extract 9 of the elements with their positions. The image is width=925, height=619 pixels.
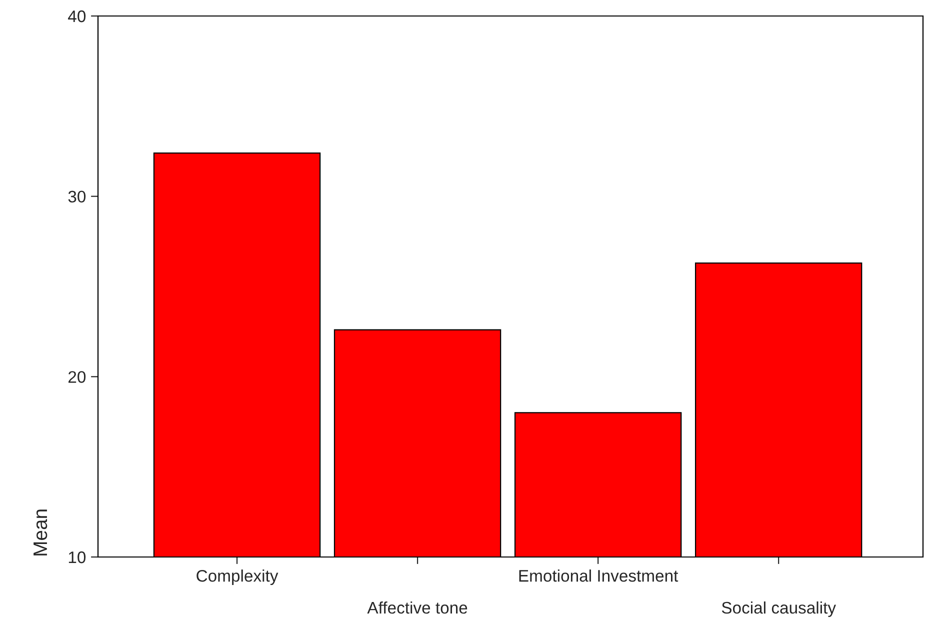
y-tick-label: 40 [68, 10, 86, 22]
x-tick-label: Emotional Investment [519, 570, 678, 582]
y-axis-title: Mean [34, 510, 48, 556]
y-tick-label: 30 [68, 190, 86, 203]
x-tick-label: Affective tone [367, 601, 468, 614]
y-tick-label: 20 [68, 371, 86, 383]
y-tick-label: 10 [68, 551, 86, 564]
x-tick-label: Complexity [196, 570, 278, 586]
x-tick-label: Social causality [722, 601, 836, 617]
